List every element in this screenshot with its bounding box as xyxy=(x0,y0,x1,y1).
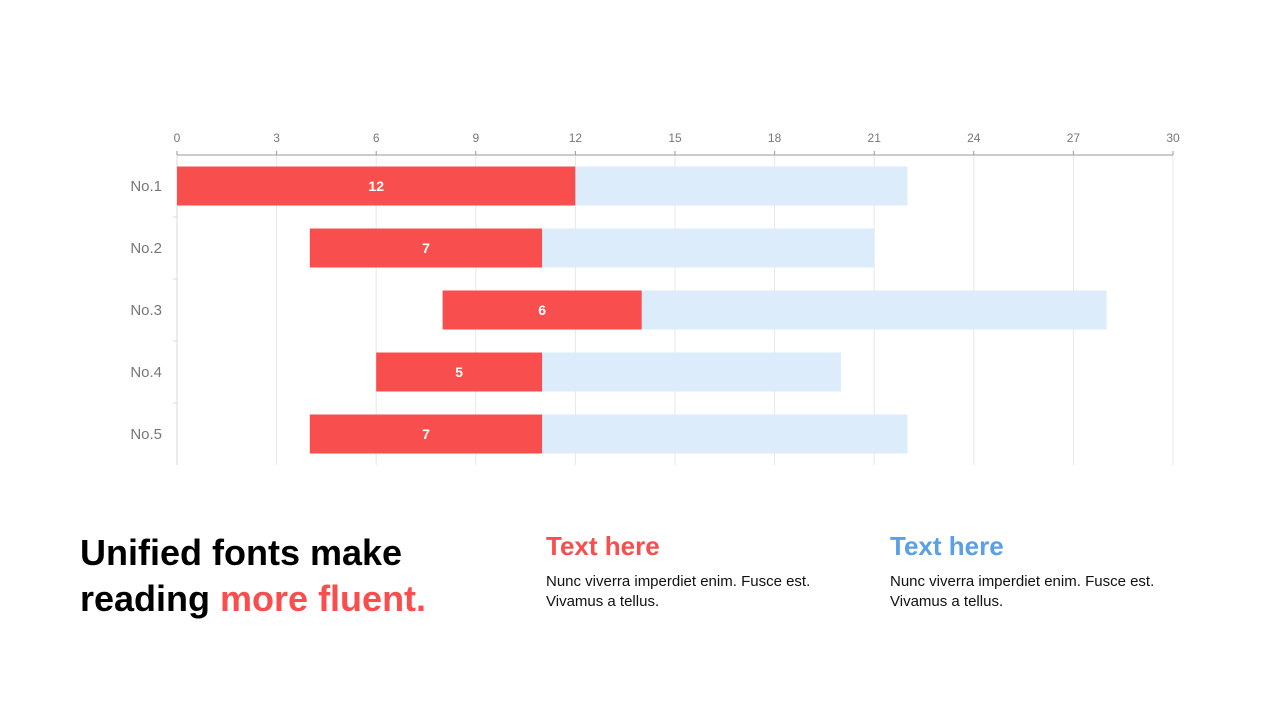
text-block-2: Text here Nunc viverra imperdiet enim. F… xyxy=(890,530,1190,612)
y-category-label: No.3 xyxy=(130,302,162,319)
text-block-1-body: Nunc viverra imperdiet enim. Fusce est. … xyxy=(546,573,811,610)
bar-segment xyxy=(309,414,543,454)
x-tick-label: 3 xyxy=(273,131,280,145)
chart-bars xyxy=(177,166,1107,454)
x-tick-label: 15 xyxy=(668,131,682,145)
bar-chart: 0 3 6 9 12 15 18 21 24 27 30 No.1No.2No.3No.4No.5 … xyxy=(130,131,1180,465)
x-tick-label: 27 xyxy=(1067,131,1081,145)
bar-segment xyxy=(641,290,1107,330)
y-category-label: No.4 xyxy=(130,364,162,381)
bar-segment xyxy=(376,352,543,392)
chart-data-labels: 12 7 6 5 7 xyxy=(368,178,546,442)
bar-segment xyxy=(442,290,642,330)
y-axis: No.1 No.2 No.3 No.4 No.5 xyxy=(130,155,178,465)
headline-line2: reading xyxy=(80,578,221,619)
x-tick-label: 12 xyxy=(569,131,583,145)
y-category-label: No.5 xyxy=(130,426,162,443)
x-tick-label: 0 xyxy=(174,131,181,145)
bar-data-label: 7 xyxy=(422,240,430,256)
x-tick-label: 18 xyxy=(768,131,782,145)
x-axis: 0 3 6 9 12 15 18 21 24 27 30 xyxy=(174,131,1180,156)
y-category-label: No.2 xyxy=(130,240,162,257)
bar-segment xyxy=(542,352,841,392)
headline-accent: more fluent. xyxy=(220,578,427,619)
x-tick-label: 21 xyxy=(868,131,882,145)
bar-segment xyxy=(542,414,908,454)
headline: Unified fonts make reading more fluent. xyxy=(80,530,520,622)
x-tick-label: 24 xyxy=(967,131,981,145)
bar-data-label: 12 xyxy=(368,178,384,194)
text-block-1-title: Text here xyxy=(546,531,660,561)
headline-line1: Unified fonts make xyxy=(80,532,403,573)
text-block-1: Text here Nunc viverra imperdiet enim. F… xyxy=(546,530,846,612)
text-block-2-title: Text here xyxy=(890,531,1004,561)
x-tick-label: 6 xyxy=(373,131,380,145)
bar-data-label: 7 xyxy=(422,426,430,442)
bar-segment xyxy=(542,228,875,268)
bar-data-label: 5 xyxy=(455,364,463,380)
bar-data-label: 6 xyxy=(538,302,546,318)
bar-segment xyxy=(177,166,576,206)
x-tick-label: 9 xyxy=(472,131,479,145)
bar-segment xyxy=(309,228,543,268)
text-block-2-body: Nunc viverra imperdiet enim. Fusce est. … xyxy=(890,573,1155,610)
bar-segment xyxy=(575,166,908,206)
y-category-label: No.1 xyxy=(130,178,162,195)
x-tick-label: 30 xyxy=(1166,131,1180,145)
